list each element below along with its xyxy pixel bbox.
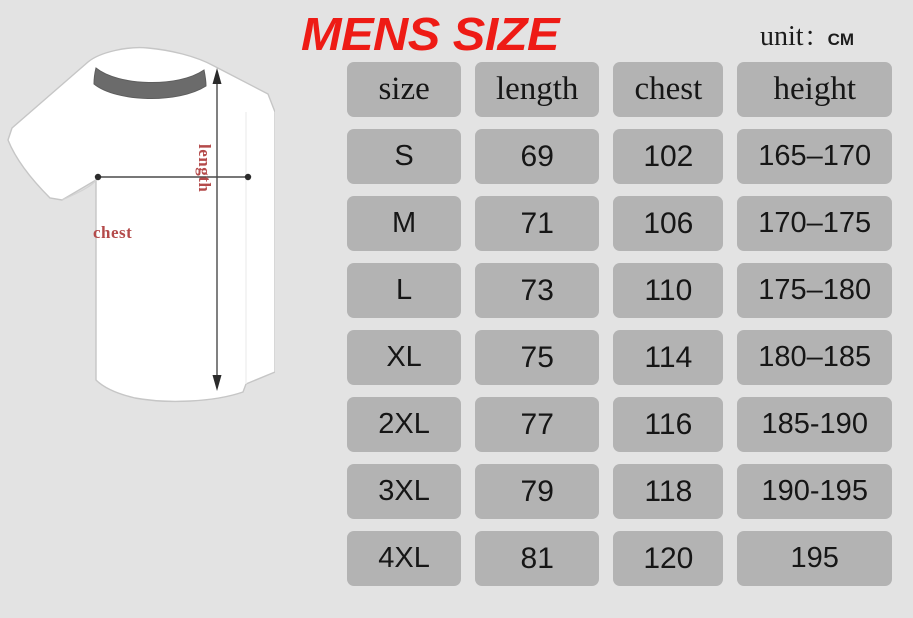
table-row: S 69 102 165–170 [347,129,893,184]
cell-size: M [347,196,462,251]
cell-size: 2XL [347,397,462,452]
table-row: XL 75 114 180–185 [347,330,893,385]
cell-size: 4XL [347,531,462,586]
tshirt-collar [93,67,207,99]
cell-size: 3XL [347,464,462,519]
table-row: 4XL 81 120 195 [347,531,893,586]
cell-size: L [347,263,462,318]
cell-height: 185-190 [737,397,893,452]
cell-chest: 106 [613,196,724,251]
unit-separator: ： [804,25,827,50]
cell-height: 195 [737,531,893,586]
header-cell-size: size [347,62,462,117]
cell-chest: 102 [613,129,724,184]
cell-length: 81 [475,531,600,586]
unit-label: unit：CM [760,20,854,54]
cell-length: 75 [475,330,600,385]
unit-value: CM [827,30,855,49]
cell-length: 79 [475,464,600,519]
cell-chest: 116 [613,397,724,452]
cell-length: 73 [475,263,600,318]
length-dimension-line [212,68,222,391]
size-table: size length chest height S 69 102 165–17… [347,62,893,598]
chest-dimension-line [94,173,252,181]
cell-height: 165–170 [737,129,893,184]
table-row: L 73 110 175–180 [347,263,893,318]
page-title: MENS SIZE [300,8,560,60]
table-row: M 71 106 170–175 [347,196,893,251]
tshirt-sleeve-seam [61,179,97,201]
cell-height: 180–185 [737,330,893,385]
cell-height: 170–175 [737,196,893,251]
cell-chest: 110 [613,263,724,318]
cell-chest: 114 [613,330,724,385]
cell-size: XL [347,330,462,385]
table-row: 2XL 77 116 185-190 [347,397,893,452]
table-row: 3XL 79 118 190-195 [347,464,893,519]
header-cell-height: height [737,62,893,117]
length-label: length [195,144,214,193]
header-cell-chest: chest [613,62,724,117]
unit-word: unit [760,21,804,52]
cell-length: 71 [475,196,600,251]
cell-length: 77 [475,397,600,452]
tshirt-illustration [7,46,275,403]
cell-height: 190-195 [737,464,893,519]
cell-chest: 118 [613,464,724,519]
tshirt-body-shape [7,46,275,403]
cell-height: 175–180 [737,263,893,318]
cell-size: S [347,129,462,184]
header-cell-length: length [475,62,600,117]
cell-chest: 120 [613,531,724,586]
chest-label: chest [93,223,133,242]
cell-length: 69 [475,129,600,184]
tshirt-measurement-diagram: length chest [0,40,275,440]
table-header-row: size length chest height [347,62,893,117]
